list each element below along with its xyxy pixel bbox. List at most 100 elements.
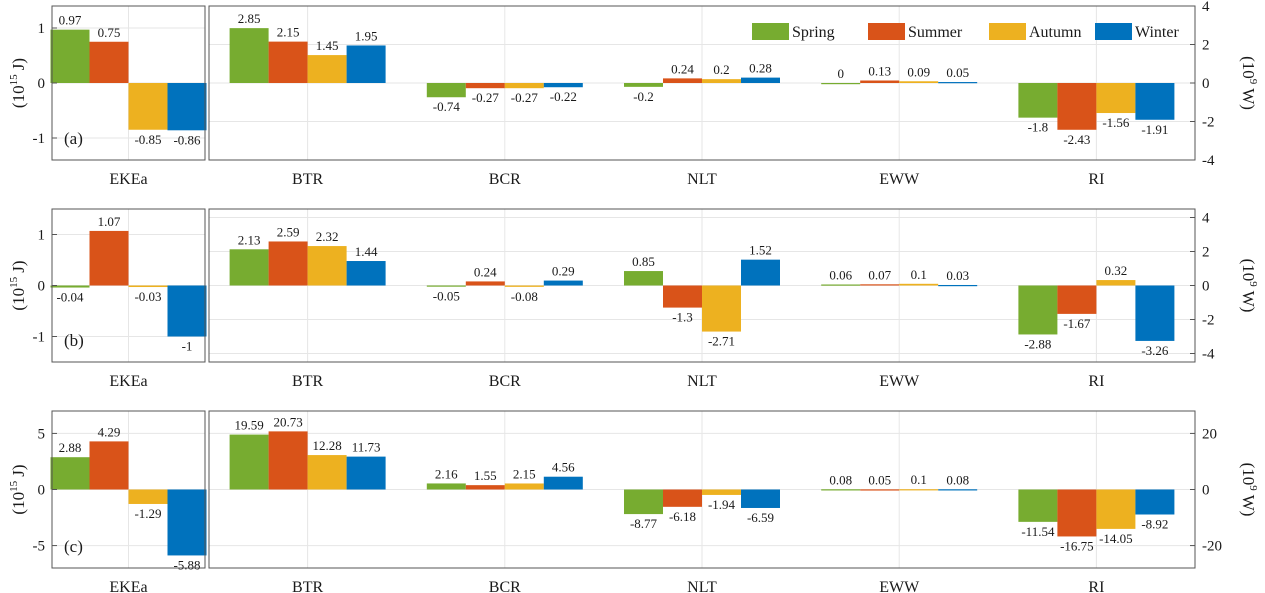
bar-spring-eww — [821, 284, 861, 286]
data-label: -1.29 — [134, 506, 161, 521]
data-label: 0.06 — [829, 267, 852, 282]
bar-autumn-btr — [307, 455, 347, 490]
data-label: 11.73 — [352, 440, 381, 455]
bar-winter-eww — [938, 284, 978, 287]
data-label: -0.85 — [134, 132, 161, 147]
data-label: -6.59 — [747, 510, 774, 525]
y-tick-label: -2 — [1202, 313, 1215, 329]
svg-text:(1015 J): (1015 J) — [8, 464, 28, 514]
legend: Spring Summer Autumn Winter — [752, 23, 1179, 41]
data-label: 2.32 — [316, 229, 339, 244]
category-label-eww: EWW — [879, 579, 920, 593]
bar-winter-ekea — [167, 489, 207, 556]
y-tick-label: 0 — [38, 483, 46, 499]
y-tick-label: 5 — [38, 426, 46, 442]
bar-autumn-ekea — [128, 83, 168, 130]
data-label: 1.07 — [98, 214, 121, 229]
y-tick-label: 1 — [38, 228, 46, 244]
bar-summer-nlt — [663, 285, 702, 308]
bar-autumn-ekea — [128, 489, 168, 504]
data-label: 0 — [837, 66, 844, 81]
bar-winter-ri — [1135, 83, 1175, 120]
panel-a: 0.97 0.75 -0.85 -0.86 -1 0 1 EKEa 2.85 -0.74 -0.2 0… — [8, 0, 1259, 188]
bar-autumn-btr — [307, 246, 347, 286]
category-label-bcr: BCR — [489, 373, 521, 390]
y-tick-label: 4 — [1202, 0, 1210, 15]
data-label: 0.05 — [868, 472, 891, 487]
y-axis-label-left: (1015 J) — [8, 260, 28, 310]
svg-text:(109 W): (109 W) — [1239, 463, 1259, 517]
bar-spring-bcr — [426, 285, 466, 287]
panel-c: 2.88 4.29 -1.29 -5.88 -5 0 5 EKEa 19.59 2.16 -8.77… — [8, 410, 1259, 593]
data-label: 0.13 — [868, 63, 891, 78]
y-tick-label: 2 — [1202, 245, 1210, 261]
y-axis-label-right: (109 W) — [1239, 259, 1259, 313]
data-label: -5.88 — [173, 557, 200, 572]
y-tick-label: 1 — [38, 21, 46, 37]
data-label: 1.52 — [749, 243, 772, 258]
bar-autumn-ri — [1096, 83, 1136, 114]
data-label: -0.86 — [173, 132, 201, 147]
bar-spring-ri — [1018, 83, 1058, 118]
y-axis-label-right: (109 W) — [1239, 56, 1259, 110]
y-tick-label: 0 — [1202, 483, 1210, 499]
data-label: -1.8 — [1028, 120, 1049, 135]
panel-b: -0.04 1.07 -0.03 -1 -1 0 1 EKEa 2.13 -0.05 0.85 0.0… — [8, 208, 1259, 390]
bar-autumn-eww — [899, 489, 939, 491]
data-label: 0.08 — [829, 472, 852, 487]
data-label: -2.71 — [708, 334, 735, 349]
bar-spring-ekea — [50, 29, 90, 83]
data-label: 0.07 — [868, 267, 891, 282]
legend-swatch-summer — [868, 23, 905, 40]
bar-spring-ekea — [50, 285, 90, 288]
data-label: 2.16 — [435, 466, 458, 481]
bar-summer-bcr — [465, 485, 505, 490]
category-label-eww: EWW — [879, 373, 920, 390]
data-label: 0.85 — [632, 254, 655, 269]
bar-spring-eww — [821, 489, 861, 491]
bar-autumn-bcr — [504, 83, 544, 89]
data-label: -1.3 — [672, 310, 693, 325]
data-label: -8.92 — [1141, 517, 1168, 532]
category-label-bcr: BCR — [489, 171, 521, 188]
bar-spring-btr — [229, 28, 269, 83]
bar-winter-nlt — [741, 77, 780, 83]
bar-spring-eww — [821, 83, 861, 85]
legend-swatch-winter — [1095, 23, 1132, 40]
bar-winter-ekea — [167, 285, 207, 337]
bar-autumn-nlt — [702, 489, 741, 495]
data-label: -16.75 — [1060, 538, 1094, 553]
bar-summer-ekea — [89, 441, 129, 490]
y-tick-label: 20 — [1202, 426, 1217, 442]
y-tick-label: 0 — [1202, 76, 1210, 92]
data-label: 12.28 — [312, 438, 341, 453]
data-label: -0.27 — [472, 90, 500, 105]
y-axis-label-left: (1015 J) — [8, 464, 28, 514]
category-label-nlt: NLT — [687, 171, 717, 188]
panel-0-right-axes: 2.85-0.74-0.20-1.82.15-0.270.24 0.13-2.43… — [208, 0, 1215, 188]
data-label: -0.27 — [511, 90, 539, 105]
data-label: 1.45 — [316, 38, 339, 53]
bar-summer-bcr — [465, 83, 505, 89]
category-label-ekea: EKEa — [109, 171, 147, 188]
y-tick-label: 0 — [38, 279, 46, 295]
category-label-btr: BTR — [292, 373, 323, 390]
bar-spring-nlt — [624, 83, 663, 87]
bar-winter-btr — [346, 45, 386, 83]
bar-spring-btr — [229, 249, 269, 286]
bar-winter-btr — [346, 456, 386, 490]
data-label: -1.67 — [1063, 316, 1091, 331]
bar-summer-btr — [268, 431, 308, 490]
y-tick-label: 4 — [1202, 211, 1210, 227]
data-label: 19.59 — [234, 418, 263, 433]
data-label: 0.32 — [1105, 263, 1128, 278]
bar-spring-ri — [1018, 489, 1058, 522]
bar-summer-ri — [1057, 83, 1097, 130]
legend-swatch-autumn — [989, 23, 1026, 40]
bar-autumn-ekea — [128, 285, 168, 288]
bar-winter-eww — [938, 489, 978, 491]
data-label: 0.24 — [671, 61, 694, 76]
bar-winter-eww — [938, 82, 978, 84]
bar-autumn-btr — [307, 55, 347, 83]
data-label: -8.77 — [630, 516, 658, 531]
